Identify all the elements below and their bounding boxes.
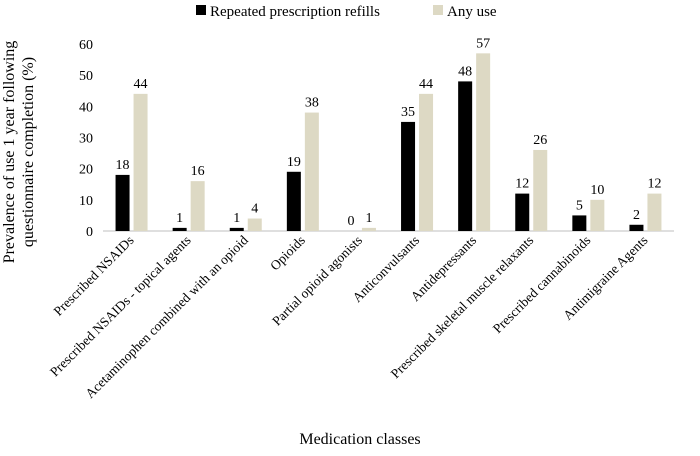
legend: Repeated prescription refills Any use: [196, 4, 497, 20]
legend-swatch-repeated-refills: [196, 5, 206, 15]
legend-swatch-any-use: [433, 5, 443, 15]
bar-repeated-prescription-refills-prescribed-nsaids-topical-agents: [172, 227, 187, 231]
data-label-any-use-antidepressants: 57: [476, 36, 490, 51]
data-label-any-use-prescribed-nsaids: 44: [134, 77, 148, 92]
category-label-opioids: Opioids: [267, 233, 308, 274]
data-label-repeated-prescription-refills-acetaminophen-combined-with-an-opioid: 1: [233, 211, 240, 226]
bar-any-use-antimigraine-agents: [647, 193, 662, 231]
y-tick-label-60: 60: [79, 38, 93, 53]
y-tick-label-40: 40: [79, 100, 93, 115]
data-label-any-use-anticonvulsants: 44: [419, 77, 433, 92]
y-axis-title-line-1: Prevalence of use 1 year following: [1, 41, 18, 264]
data-label-any-use-acetaminophen-combined-with-an-opioid: 4: [251, 202, 258, 217]
y-axis-title: Prevalence of use 1 year following quest…: [1, 41, 37, 264]
data-label-repeated-prescription-refills-prescribed-nsaids-topical-agents: 1: [176, 211, 183, 226]
data-label-repeated-prescription-refills-prescribed-nsaids: 18: [116, 158, 130, 173]
data-label-any-use-prescribed-skeletal-muscle-relaxants: 26: [533, 133, 547, 148]
bar-repeated-prescription-refills-anticonvulsants: [401, 121, 416, 231]
data-label-repeated-prescription-refills-opioids: 19: [287, 155, 301, 170]
bars: [115, 53, 662, 232]
bar-any-use-prescribed-skeletal-muscle-relaxants: [533, 149, 548, 231]
data-label-repeated-prescription-refills-prescribed-cannabinoids: 5: [576, 198, 583, 213]
data-label-any-use-antimigraine-agents: 12: [647, 177, 661, 192]
bar-any-use-partial-opioid-agonists: [361, 227, 376, 231]
bar-any-use-prescribed-nsaids-topical-agents: [190, 181, 205, 231]
data-label-any-use-opioids: 38: [305, 96, 319, 111]
data-label-repeated-prescription-refills-partial-opioid-agonists: 0: [347, 214, 354, 229]
bar-any-use-antidepressants: [476, 53, 491, 231]
bar-any-use-opioids: [304, 112, 319, 231]
y-tick-label-30: 30: [79, 132, 93, 147]
bar-repeated-prescription-refills-prescribed-cannabinoids: [572, 215, 587, 231]
legend-label-repeated-refills: Repeated prescription refills: [210, 4, 380, 20]
bar-any-use-prescribed-cannabinoids: [590, 199, 605, 231]
bar-any-use-prescribed-nsaids: [133, 93, 148, 231]
y-axis-title-line-2: questionnaire completion (%): [20, 57, 37, 247]
data-label-repeated-prescription-refills-prescribed-skeletal-muscle-relaxants: 12: [515, 177, 529, 192]
bar-any-use-acetaminophen-combined-with-an-opioid: [247, 218, 262, 231]
data-label-repeated-prescription-refills-antidepressants: 48: [458, 64, 472, 79]
bar-repeated-prescription-refills-acetaminophen-combined-with-an-opioid: [229, 227, 244, 231]
category-label-prescribed-cannabinoids: Prescribed cannabinoids: [490, 233, 594, 337]
data-label-any-use-prescribed-nsaids-topical-agents: 16: [191, 164, 205, 179]
data-label-any-use-partial-opioid-agonists: 1: [365, 211, 372, 226]
bar-repeated-prescription-refills-antidepressants: [458, 81, 473, 232]
bar-repeated-prescription-refills-prescribed-skeletal-muscle-relaxants: [515, 193, 530, 231]
bar-repeated-prescription-refills-antimigraine-agents: [629, 224, 644, 231]
bar-any-use-anticonvulsants: [419, 93, 434, 231]
bar-repeated-prescription-refills-opioids: [286, 171, 301, 231]
data-label-repeated-prescription-refills-anticonvulsants: 35: [401, 105, 415, 120]
y-tick-label-10: 10: [79, 194, 93, 209]
data-label-any-use-prescribed-cannabinoids: 10: [590, 183, 604, 198]
y-axis-ticks: 0 10 20 30 40 50 60: [79, 38, 93, 240]
x-axis-title: Medication classes: [299, 431, 420, 448]
y-tick-label-20: 20: [79, 163, 93, 178]
y-tick-label-50: 50: [79, 69, 93, 84]
data-label-repeated-prescription-refills-antimigraine-agents: 2: [633, 208, 640, 223]
bar-repeated-prescription-refills-prescribed-nsaids: [115, 174, 130, 231]
legend-label-any-use: Any use: [447, 4, 497, 20]
y-tick-label-0: 0: [86, 225, 93, 240]
